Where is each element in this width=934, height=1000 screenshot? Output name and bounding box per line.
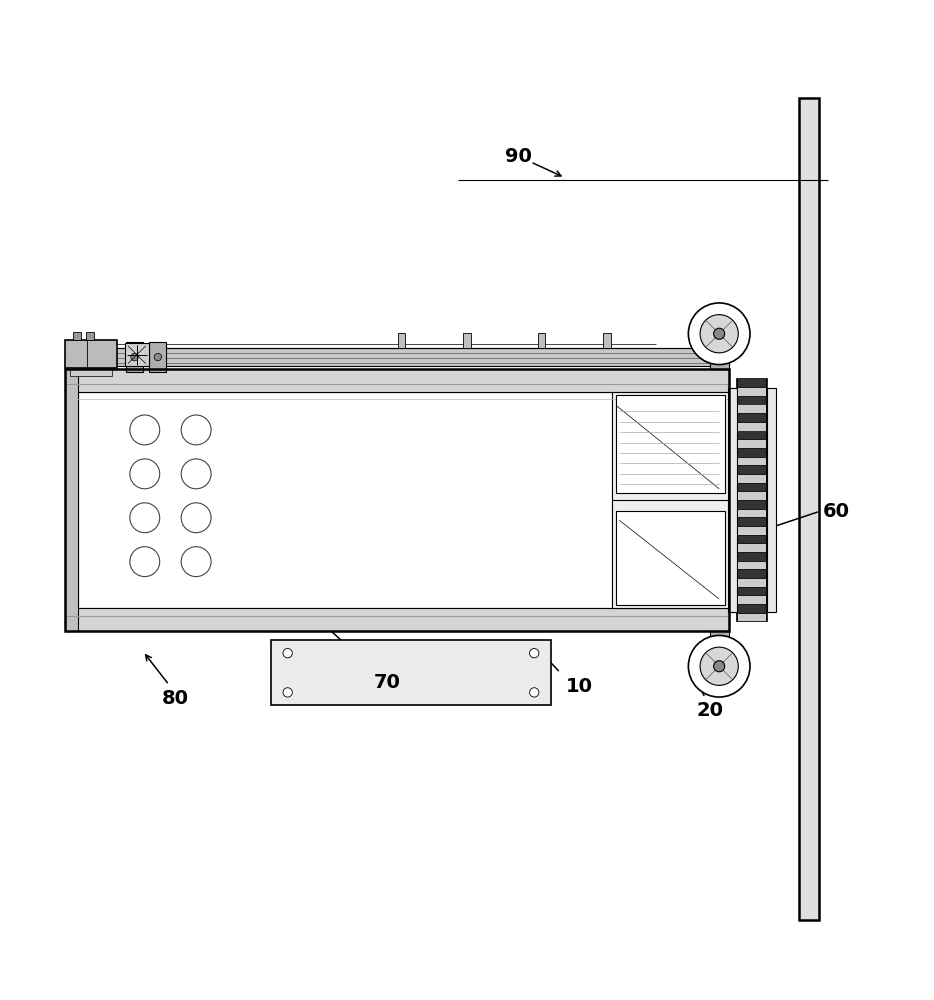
Circle shape xyxy=(181,547,211,577)
Bar xyxy=(737,379,767,621)
Circle shape xyxy=(530,649,539,658)
Bar xyxy=(603,333,611,348)
Bar xyxy=(738,527,766,535)
Bar xyxy=(738,614,766,621)
Bar xyxy=(738,379,766,387)
Bar xyxy=(738,397,766,405)
Bar xyxy=(612,392,729,608)
Bar xyxy=(65,608,729,631)
Bar xyxy=(738,562,766,569)
Bar xyxy=(65,369,729,392)
Bar xyxy=(738,449,766,457)
Bar xyxy=(78,392,612,608)
Circle shape xyxy=(530,688,539,697)
Circle shape xyxy=(130,459,160,489)
Bar xyxy=(538,333,545,348)
Text: 70: 70 xyxy=(375,673,401,692)
Bar xyxy=(738,423,766,431)
Circle shape xyxy=(700,647,738,685)
Bar xyxy=(738,588,766,595)
Circle shape xyxy=(181,459,211,489)
Bar xyxy=(799,98,819,920)
Circle shape xyxy=(131,353,138,361)
Circle shape xyxy=(154,353,162,361)
Bar xyxy=(738,388,766,396)
Bar xyxy=(65,348,729,366)
Bar xyxy=(616,511,725,605)
Bar xyxy=(738,466,766,474)
Bar xyxy=(710,360,729,369)
Bar xyxy=(70,368,112,376)
Bar xyxy=(73,332,81,340)
Bar xyxy=(271,640,551,705)
Text: 60: 60 xyxy=(823,502,849,521)
Bar xyxy=(738,605,766,613)
Bar xyxy=(738,510,766,517)
Bar xyxy=(738,405,766,413)
Bar xyxy=(738,492,766,500)
Bar xyxy=(738,484,766,491)
Bar xyxy=(398,333,405,348)
Bar xyxy=(710,631,729,640)
Text: 90: 90 xyxy=(505,147,531,166)
Bar xyxy=(738,570,766,578)
Bar xyxy=(738,544,766,552)
Bar xyxy=(738,518,766,526)
Bar xyxy=(738,536,766,543)
Circle shape xyxy=(714,328,725,339)
Bar xyxy=(125,343,149,366)
Bar xyxy=(767,388,776,612)
Circle shape xyxy=(130,415,160,445)
Text: 10: 10 xyxy=(566,677,592,696)
Circle shape xyxy=(283,688,292,697)
Bar xyxy=(738,579,766,587)
Bar xyxy=(738,414,766,422)
Text: 80: 80 xyxy=(163,689,189,708)
Circle shape xyxy=(130,503,160,533)
Circle shape xyxy=(181,503,211,533)
Circle shape xyxy=(181,415,211,445)
Circle shape xyxy=(688,303,750,365)
Bar xyxy=(729,388,737,612)
Circle shape xyxy=(130,547,160,577)
Bar xyxy=(65,340,117,368)
Text: 20: 20 xyxy=(697,701,723,720)
Circle shape xyxy=(700,315,738,353)
Bar xyxy=(738,440,766,448)
Bar xyxy=(728,388,737,612)
Bar xyxy=(738,475,766,483)
Bar xyxy=(86,332,94,340)
Circle shape xyxy=(688,635,750,697)
Bar xyxy=(738,458,766,465)
Bar xyxy=(149,342,166,372)
Bar xyxy=(738,596,766,604)
Bar xyxy=(65,369,729,631)
Circle shape xyxy=(283,649,292,658)
Bar xyxy=(738,553,766,561)
Bar xyxy=(738,501,766,509)
Bar xyxy=(463,333,471,348)
Bar xyxy=(65,369,78,631)
Bar xyxy=(126,342,143,372)
Circle shape xyxy=(714,661,725,672)
Bar xyxy=(616,395,725,493)
Bar xyxy=(738,431,766,439)
